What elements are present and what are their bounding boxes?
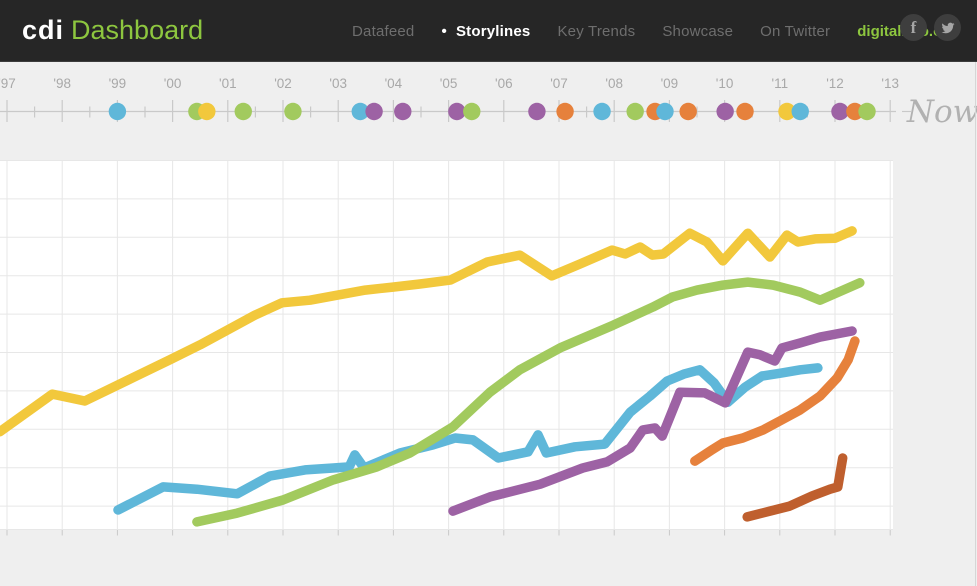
timeline-year-label: '05 — [440, 76, 458, 91]
timeline-event-dot-purple[interactable] — [528, 102, 546, 121]
timeline-event-dot-blue[interactable] — [791, 102, 809, 121]
logo[interactable]: cdi Dashboard — [22, 14, 203, 46]
nav-items: Datafeed Storylines Key Trends Showcase On T… — [352, 23, 830, 40]
series-line-purple — [448, 326, 857, 516]
timeline-year-label: '00 — [164, 76, 182, 91]
timeline-year-labels: '97 '98 '99 '00 '01 '02 '03 '04 '05 '06 '07 '08 '09 '… — [0, 76, 899, 91]
timeline-year-label: '04 — [385, 76, 403, 91]
timeline-year-label: '02 — [274, 76, 292, 91]
twitter-icon[interactable] — [934, 14, 961, 41]
timeline-event-dot-yellow[interactable] — [778, 102, 796, 121]
series-line-green — [192, 277, 865, 527]
now-label: Now — [906, 94, 977, 130]
timeline-event-dot-blue[interactable] — [108, 102, 127, 121]
timeline-event-dot-orange[interactable] — [846, 102, 864, 121]
nav-item-datafeed[interactable]: Datafeed — [352, 22, 415, 40]
nav-item-showcase[interactable]: Showcase — [662, 22, 734, 40]
timeline-event-dot-purple[interactable] — [365, 102, 383, 121]
timeline-year-label: '12 — [826, 76, 844, 91]
nav-item-key-trends[interactable]: Key Trends — [557, 22, 636, 40]
logo-title: Dashboard — [71, 15, 204, 45]
social-buttons: f — [900, 14, 961, 41]
timeline-event-dot-purple[interactable] — [831, 102, 849, 121]
timeline-event-dot-orange[interactable] — [736, 102, 754, 121]
timeline-year-label: '06 — [495, 76, 513, 91]
timeline-year-label: '11 — [772, 76, 789, 91]
timeline-event-dot-orange[interactable] — [556, 102, 574, 121]
nav-item-on-twitter[interactable]: On Twitter — [760, 22, 831, 40]
series-line-dark_orange — [742, 453, 848, 522]
timeline-event-dot-green[interactable] — [463, 102, 481, 121]
timeline-year-label: '09 — [661, 76, 679, 91]
timeline-event-dot-blue[interactable] — [351, 102, 369, 121]
twitter-bird-icon — [941, 22, 954, 33]
chart-series — [0, 226, 865, 527]
facebook-glyph: f — [910, 18, 917, 37]
timeline-event-dot-yellow[interactable] — [198, 102, 216, 121]
timeline-events — [108, 102, 876, 121]
plot-area — [0, 160, 893, 530]
timeline-event-dot-green[interactable] — [284, 102, 302, 121]
storylines-chart — [0, 160, 893, 536]
facebook-icon[interactable]: f — [900, 14, 927, 41]
timeline-event-dot-green[interactable] — [858, 102, 876, 121]
right-border — [975, 62, 976, 586]
series-line-orange — [690, 336, 860, 466]
timeline-year-label: '99 — [109, 76, 127, 91]
timeline-year-label: '03 — [329, 76, 347, 91]
timeline-year-label: '08 — [605, 76, 623, 91]
chart-grid — [0, 160, 893, 536]
main-nav: Datafeed Storylines Key Trends Showcase On T… — [352, 0, 957, 62]
timeline-year-label: '10 — [716, 76, 734, 91]
timeline-year-label: '07 — [550, 76, 568, 91]
timeline-event-dot-purple[interactable] — [448, 102, 466, 121]
chart-background — [0, 160, 893, 530]
nav-item-storylines[interactable]: Storylines — [441, 23, 530, 40]
timeline-event-dot-blue[interactable] — [593, 102, 611, 121]
timeline-event-dot-blue[interactable] — [656, 102, 674, 121]
logo-mark: cdi — [22, 15, 65, 45]
timeline-event-dot-green[interactable] — [234, 102, 252, 121]
timeline-year-label: '13 — [881, 76, 899, 91]
timeline-year-label: '01 — [219, 76, 237, 91]
timeline-year-label: '98 — [53, 76, 71, 91]
series-line-yellow — [0, 226, 857, 437]
timeline-event-dot-green[interactable] — [626, 102, 644, 121]
timeline-event-dot-orange[interactable] — [679, 102, 697, 121]
timeline-year-label: '97 — [0, 76, 16, 91]
timeline-event-dot-purple[interactable] — [716, 102, 734, 121]
event-timeline: '97 '98 '99 '00 '01 '02 '03 '04 '05 '06 '07 '08 '09 '… — [0, 76, 977, 130]
timeline-event-dot-purple[interactable] — [394, 102, 412, 121]
